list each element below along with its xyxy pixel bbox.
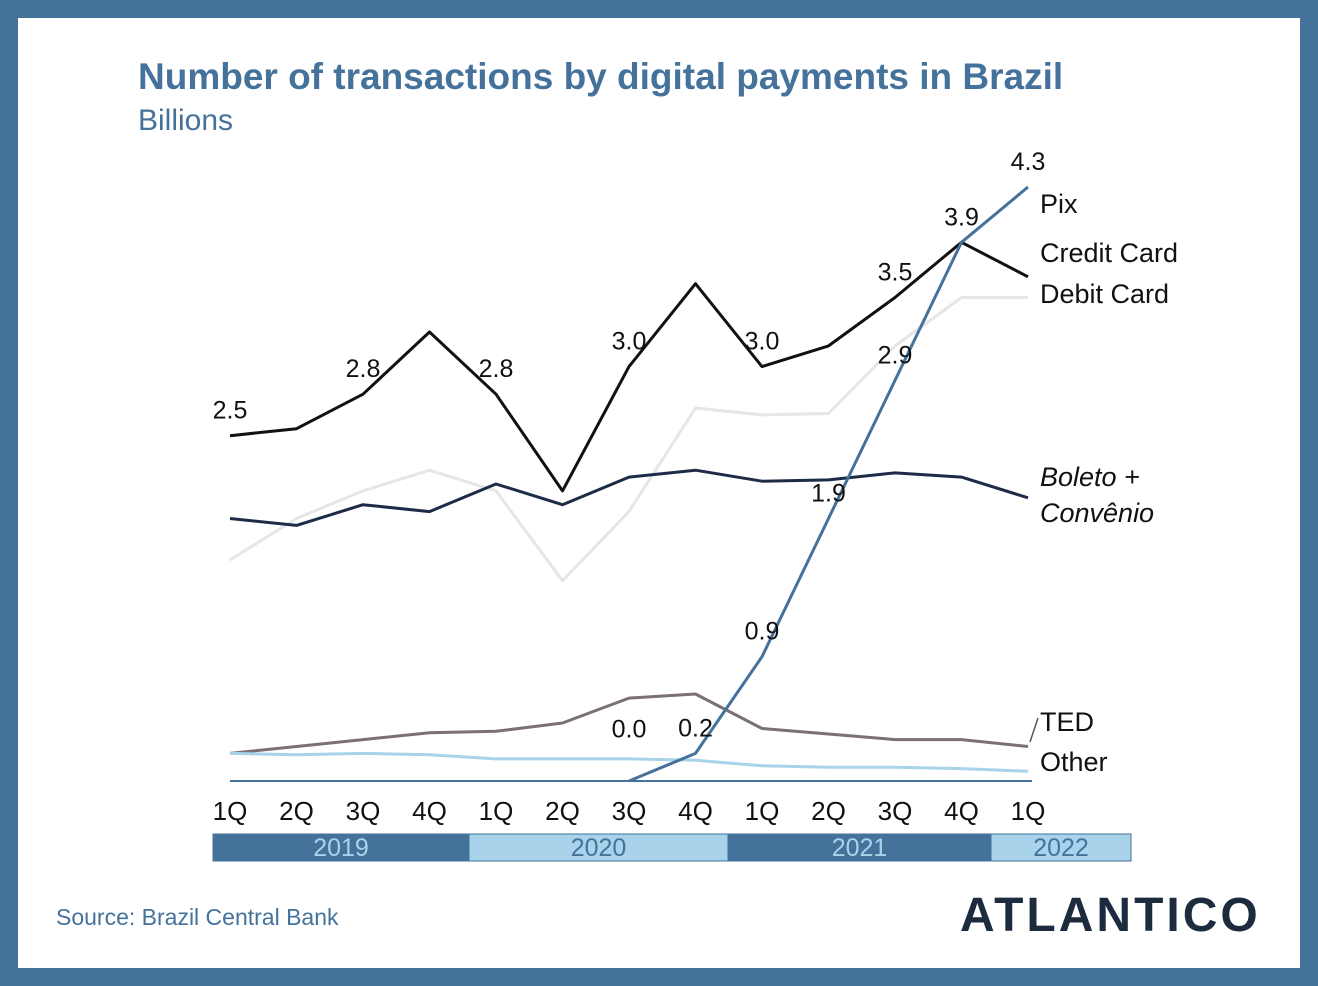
legend-label-ted: TED <box>1040 707 1094 737</box>
x-tick-label: 2Q <box>545 796 580 826</box>
data-label-pix: 0.0 <box>612 715 647 743</box>
legend-label-credit-card: Credit Card <box>1040 238 1178 268</box>
series-line-ted <box>229 692 1029 755</box>
series-line-credit-card <box>229 296 1028 583</box>
x-tick-label: 1Q <box>479 796 514 826</box>
source-note: Source: Brazil Central Bank <box>56 904 339 930</box>
year-label: 2022 <box>1033 834 1089 862</box>
x-tick-label: 3Q <box>612 796 647 826</box>
x-tick-label: 3Q <box>346 796 381 826</box>
legend-label-boleto-conv-nio: Boleto + <box>1040 462 1140 492</box>
data-label-pix: 2.9 <box>878 341 913 369</box>
legend-label-debit-card: Debit Card <box>1040 279 1169 309</box>
year-label: 2019 <box>313 834 369 862</box>
data-label-debit-card: 3.0 <box>612 328 647 356</box>
data-label-debit-card: 2.8 <box>346 355 381 383</box>
year-label: 2021 <box>832 834 888 862</box>
brand-logo: ATLANTICO <box>960 889 1261 942</box>
chart-subtitle: Billions <box>138 104 234 137</box>
x-tick-label: 2Q <box>279 796 314 826</box>
data-label-debit-card: 2.5 <box>213 397 248 425</box>
x-tick-label: 2Q <box>811 796 846 826</box>
data-labels: 2.5 2.8 2.8 3.0 3.0 3.5 0.0 0.2 0.9 1.9 2.9 3.9 4.3 <box>213 148 1046 743</box>
series-line-pix <box>628 185 1029 783</box>
legend-label-other: Other <box>1040 747 1108 777</box>
data-label-debit-card: 3.5 <box>878 259 913 287</box>
chart-title: Number of transactions by digital paymen… <box>138 56 1064 97</box>
x-tick-label: 1Q <box>1011 796 1046 826</box>
data-label-pix: 1.9 <box>811 480 846 508</box>
data-label-pix: 4.3 <box>1011 148 1046 176</box>
series-line-other <box>229 751 1029 773</box>
year-label: 2020 <box>571 834 627 862</box>
x-tick-label: 1Q <box>745 796 780 826</box>
data-label-pix: 0.2 <box>678 714 713 742</box>
legend-label-boleto-conv-nio: Convênio <box>1040 498 1154 528</box>
ted-leader-line <box>1029 717 1039 743</box>
year-bands: 2019 2020 2021 2022 <box>212 833 1132 862</box>
x-tick-label: 4Q <box>944 796 979 826</box>
series-lines <box>229 185 1029 783</box>
x-tick-label: 4Q <box>412 796 447 826</box>
year-band <box>212 833 470 862</box>
x-tick-label: 4Q <box>678 796 713 826</box>
legend-label-pix: Pix <box>1040 189 1078 219</box>
x-tick-label: 3Q <box>878 796 913 826</box>
x-tick-label: 1Q <box>213 796 248 826</box>
data-label-pix: 0.9 <box>745 618 780 646</box>
data-label-debit-card: 3.0 <box>745 328 780 356</box>
year-band <box>990 833 1132 862</box>
data-label-pix: 3.9 <box>944 203 979 231</box>
series-legend: Credit Card Debit Card Boleto + Convênio TED… <box>1029 189 1178 777</box>
data-label-debit-card: 2.8 <box>479 355 514 383</box>
x-tick-labels: 1Q 2Q 3Q 4Q 1Q 2Q 3Q 4Q 1Q 2Q 3Q 4Q 1Q <box>213 796 1046 826</box>
series-line-debit-card <box>229 240 1029 493</box>
series-line-boleto-conv-nio <box>229 468 1029 527</box>
